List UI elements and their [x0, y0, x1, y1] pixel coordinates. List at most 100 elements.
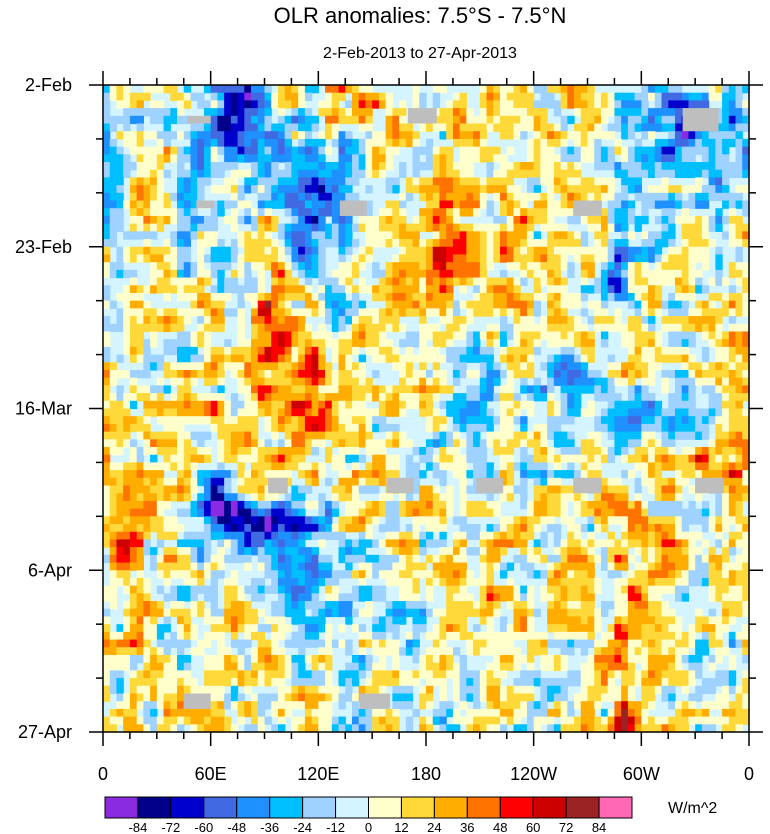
anomaly-cell: [392, 231, 400, 240]
anomaly-cell: [284, 169, 293, 179]
anomaly-cell: [311, 346, 319, 356]
anomaly-cell: [271, 292, 279, 302]
anomaly-cell: [177, 339, 185, 348]
anomaly-cell: [446, 239, 454, 248]
anomaly-cell: [735, 262, 743, 271]
anomaly-cell: [526, 524, 535, 533]
anomaly-cell: [103, 477, 111, 487]
anomaly-cell: [742, 354, 750, 363]
anomaly-cell: [500, 231, 508, 240]
anomaly-cell: [298, 385, 306, 394]
anomaly-cell: [197, 539, 205, 548]
anomaly-cell: [547, 177, 555, 186]
anomaly-cell: [681, 369, 690, 379]
anomaly-cell: [446, 562, 454, 571]
anomaly-cell: [103, 316, 111, 325]
anomaly-cell: [500, 215, 508, 225]
anomaly-cell: [674, 146, 683, 155]
anomaly-cell: [244, 269, 252, 279]
anomaly-cell: [210, 239, 218, 248]
anomaly-cell: [627, 208, 636, 217]
anomaly-cell: [284, 439, 293, 448]
anomaly-cell: [123, 423, 131, 433]
anomaly-cell: [103, 516, 111, 525]
anomaly-cell: [479, 138, 488, 148]
anomaly-cell: [123, 316, 131, 325]
anomaly-cell: [392, 400, 400, 410]
anomaly-cell: [217, 262, 225, 271]
anomaly-cell: [634, 138, 642, 148]
anomaly-cell: [560, 323, 568, 333]
anomaly-cell: [466, 115, 474, 125]
anomaly-cell: [540, 215, 548, 225]
anomaly-cell: [298, 292, 306, 302]
anomaly-cell: [439, 169, 447, 179]
anomaly-cell: [701, 331, 710, 340]
anomaly-cell: [728, 108, 737, 117]
anomaly-cell: [580, 115, 589, 125]
anomaly-cell: [607, 354, 616, 363]
anomaly-cell: [311, 362, 319, 371]
anomaly-cell: [237, 369, 245, 379]
anomaly-cell: [479, 354, 488, 363]
anomaly-cell: [742, 223, 750, 232]
anomaly-cell: [304, 323, 313, 333]
anomaly-cell: [486, 562, 494, 571]
anomaly-cell: [634, 285, 642, 294]
anomaly-cell: [103, 292, 111, 302]
anomaly-cell: [277, 269, 286, 279]
anomaly-cell: [715, 369, 723, 379]
anomaly-cell: [143, 400, 151, 410]
anomaly-cell: [143, 146, 151, 155]
anomaly-cell: [150, 547, 158, 556]
anomaly-cell: [547, 85, 555, 94]
anomaly-cell: [735, 339, 743, 348]
anomaly-cell: [365, 377, 373, 386]
anomaly-cell: [291, 416, 299, 425]
anomaly-cell: [284, 308, 293, 317]
anomaly-cell: [244, 477, 252, 487]
anomaly-cell: [331, 400, 340, 410]
anomaly-cell: [318, 200, 326, 209]
anomaly-cell: [594, 462, 602, 471]
anomaly-cell: [203, 562, 212, 571]
anomaly-cell: [506, 208, 515, 217]
anomaly-cell: [661, 123, 669, 132]
anomaly-cell: [271, 192, 279, 202]
anomaly-cell: [479, 231, 488, 240]
anomaly-cell: [109, 493, 118, 502]
anomaly-cell: [432, 362, 441, 371]
anomaly-cell: [715, 393, 723, 402]
anomaly-cell: [392, 177, 400, 186]
anomaly-cell: [547, 131, 555, 140]
anomaly-cell: [331, 269, 340, 279]
anomaly-cell: [399, 300, 407, 309]
anomaly-cell: [742, 423, 750, 433]
anomaly-cell: [722, 485, 730, 494]
anomaly-cell: [331, 208, 340, 217]
anomaly-cell: [607, 554, 616, 564]
anomaly-cell: [560, 377, 568, 386]
anomaly-cell: [728, 316, 737, 325]
anomaly-cell: [500, 169, 508, 179]
anomaly-cell: [372, 554, 380, 564]
anomaly-cell: [426, 208, 434, 217]
anomaly-cell: [251, 377, 259, 386]
anomaly-cell: [446, 400, 454, 410]
anomaly-cell: [251, 100, 259, 109]
anomaly-cell: [446, 115, 454, 125]
anomaly-cell: [715, 323, 723, 333]
anomaly-cell: [277, 123, 286, 132]
anomaly-cell: [500, 192, 508, 202]
anomaly-cell: [103, 385, 111, 394]
anomaly-cell: [190, 308, 198, 317]
anomaly-cell: [291, 431, 299, 440]
anomaly-cell: [506, 408, 515, 417]
anomaly-cell: [540, 493, 548, 502]
anomaly-cell: [338, 439, 346, 448]
anomaly-cell: [540, 208, 548, 217]
anomaly-cell: [459, 508, 467, 517]
anomaly-cell: [547, 354, 555, 363]
anomaly-cell: [681, 554, 690, 564]
anomaly-cell: [318, 416, 326, 425]
